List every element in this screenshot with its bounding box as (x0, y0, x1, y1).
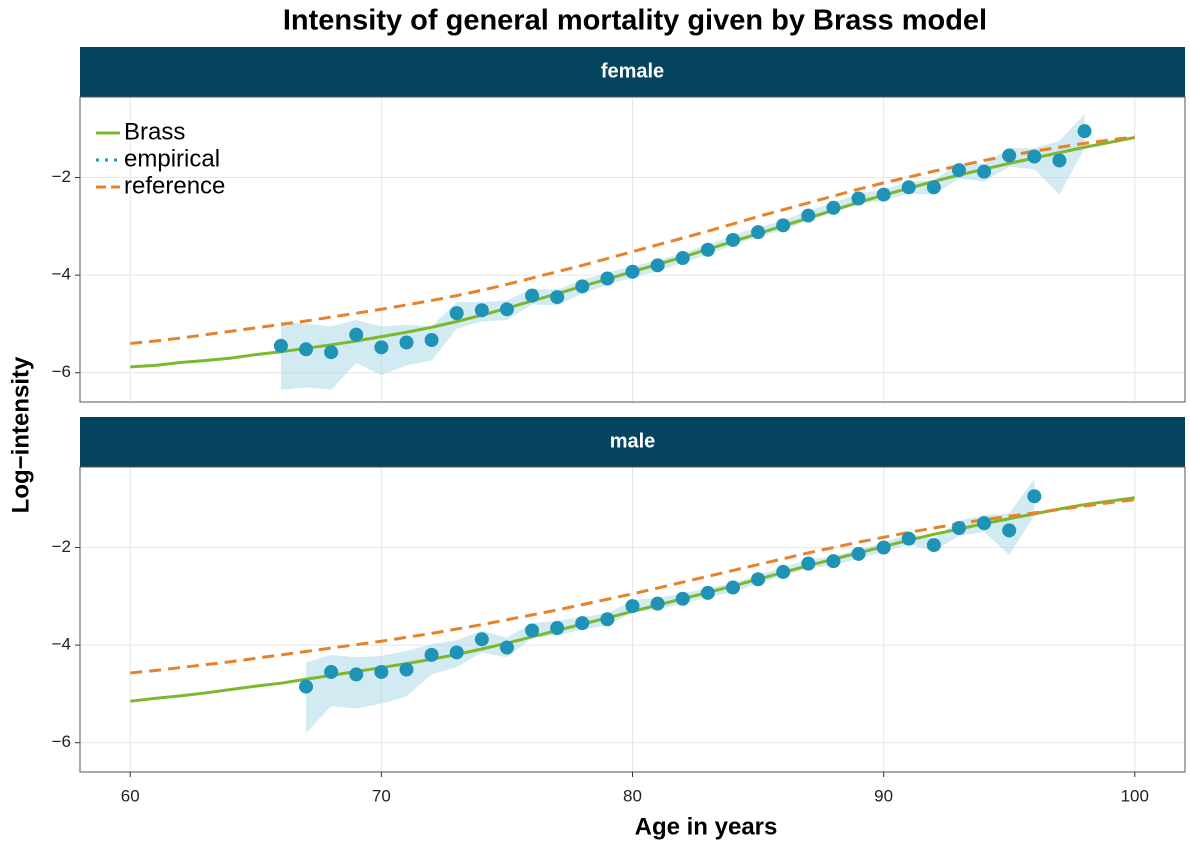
empirical-point (776, 218, 791, 233)
empirical-point (575, 279, 590, 294)
empirical-point (299, 679, 314, 694)
empirical-point (1002, 523, 1017, 538)
empirical-point (901, 531, 916, 546)
y-tick-label: −2 (52, 537, 71, 556)
empirical-point (977, 164, 992, 179)
empirical-point (951, 163, 966, 178)
empirical-point (725, 232, 740, 247)
legend-label: empirical (124, 145, 220, 172)
empirical-point (926, 180, 941, 195)
empirical-point (1052, 153, 1067, 168)
x-tick-label: 70 (372, 786, 391, 805)
empirical-point (951, 521, 966, 535)
empirical-point (801, 556, 816, 571)
empirical-point (700, 242, 715, 257)
empirical-point (751, 225, 766, 240)
empirical-point (449, 645, 464, 660)
empirical-point (650, 596, 665, 611)
empirical-point (474, 632, 489, 647)
strip (80, 47, 1185, 97)
empirical-point (725, 580, 740, 595)
empirical-point (1002, 148, 1017, 163)
y-tick-label: −6 (52, 732, 71, 751)
y-tick-label: −4 (52, 265, 71, 284)
empirical-point (801, 208, 816, 223)
empirical-point (550, 621, 565, 636)
empirical-point (324, 345, 339, 360)
empirical-point (324, 664, 339, 679)
empirical-point (851, 191, 866, 206)
x-tick-label: 60 (121, 786, 140, 805)
empirical-point (399, 335, 414, 350)
empirical-point (499, 302, 514, 317)
empirical-point (675, 591, 690, 606)
empirical-point (399, 662, 414, 677)
empirical-point (575, 616, 590, 631)
empirical-point (751, 572, 766, 587)
empirical-point (424, 333, 439, 348)
y-axis-label: Log−intensity (7, 356, 34, 513)
empirical-point (600, 271, 615, 286)
legend-label: Brass (124, 118, 185, 145)
empirical-point (826, 200, 841, 215)
empirical-point (826, 554, 841, 569)
empirical-point (776, 564, 791, 579)
x-tick-label: 100 (1121, 786, 1149, 805)
strip (80, 417, 1185, 467)
y-tick-label: −6 (52, 362, 71, 381)
empirical-point (876, 540, 891, 555)
y-tick-label: −4 (52, 635, 71, 654)
empirical-point (349, 327, 364, 342)
empirical-point (424, 647, 439, 662)
empirical-point (349, 667, 364, 682)
reference-line (130, 135, 1135, 345)
empirical-point (273, 338, 288, 353)
empirical-point (876, 187, 891, 202)
strip-label: male (610, 430, 656, 452)
legend-label: reference (124, 172, 225, 199)
strip-label: female (601, 60, 664, 82)
empirical-point (675, 251, 690, 266)
x-tick-label: 80 (623, 786, 642, 805)
empirical-point (1027, 149, 1042, 164)
panel-border (79, 96, 1186, 403)
empirical-point (650, 258, 665, 273)
chart-title: Intensity of general mortality given by … (283, 5, 987, 37)
empirical-point (1077, 124, 1092, 139)
empirical-point (525, 288, 540, 303)
confidence-band (280, 114, 1085, 390)
empirical-point (550, 290, 565, 305)
empirical-point (374, 340, 389, 355)
empirical-point (977, 516, 992, 531)
empirical-point (901, 180, 916, 195)
empirical-point (926, 538, 941, 553)
empirical-point (299, 342, 314, 357)
y-tick-label: −2 (52, 167, 71, 186)
panel: male −6 −4 −2 (52, 417, 1186, 773)
empirical-point (374, 664, 389, 679)
empirical-point (600, 612, 615, 627)
empirical-point (625, 264, 640, 279)
empirical-point (525, 623, 540, 638)
empirical-point (851, 546, 866, 561)
x-tick-label: 90 (874, 786, 893, 805)
empirical-point (700, 585, 715, 600)
empirical-point (499, 640, 514, 655)
empirical-point (1027, 489, 1042, 504)
x-axis-label: Age in years (635, 813, 778, 840)
confidence-band (306, 479, 1035, 733)
empirical-point (625, 599, 640, 614)
empirical-point (474, 303, 489, 318)
empirical-point (449, 306, 464, 321)
